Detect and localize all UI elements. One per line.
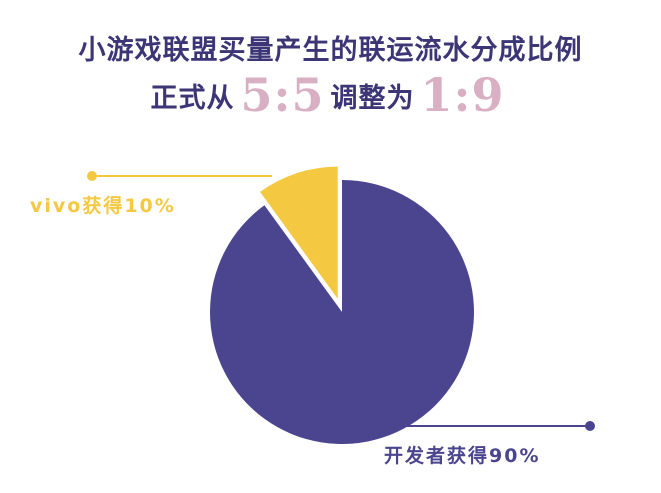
chart-subtitle: 正式从 5:5 调整为 1:9: [0, 68, 661, 122]
chart-title: 小游戏联盟买量产生的联运流水分成比例: [78, 35, 583, 66]
leader-dot: [87, 171, 97, 181]
subtitle-ratio: 1:9: [420, 68, 505, 122]
subtitle-ratio: 5:5: [240, 68, 325, 122]
pie-slice: [260, 166, 338, 299]
pie-slice: [210, 180, 475, 445]
data-label: vivo获得10%: [30, 194, 176, 217]
data-label: 开发者获得90%: [384, 444, 540, 467]
subtitle-text: 正式从: [150, 83, 235, 114]
subtitle-text: 调整为: [330, 83, 415, 114]
leader-dot: [585, 421, 595, 431]
